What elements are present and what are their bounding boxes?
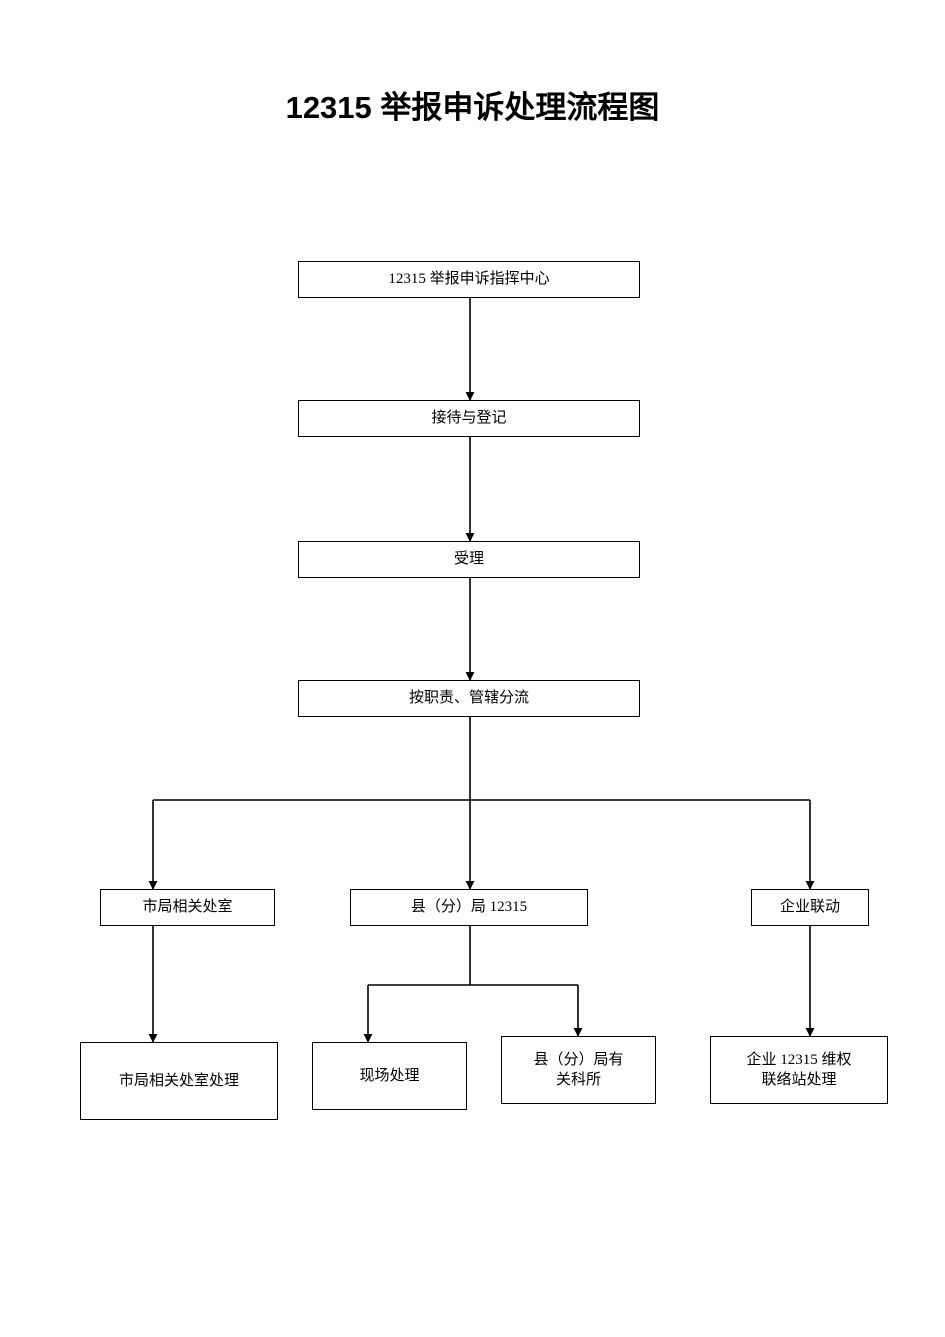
flow-node-n3: 受理: [298, 541, 640, 578]
flow-node-n1: 12315 举报申诉指挥中心: [298, 261, 640, 298]
flow-node-n9: 现场处理: [312, 1042, 467, 1110]
flow-node-n7: 企业联动: [751, 889, 869, 926]
flowchart-edges: [0, 0, 945, 1337]
flow-node-n10: 县（分）局有 关科所: [501, 1036, 656, 1104]
flow-node-n8: 市局相关处室处理: [80, 1042, 278, 1120]
flow-node-n11: 企业 12315 维权 联络站处理: [710, 1036, 888, 1104]
flow-node-n2: 接待与登记: [298, 400, 640, 437]
flowchart-page: 12315 举报申诉处理流程图 12315 举报申诉指挥中心接待与登记受理按职责…: [0, 0, 945, 1337]
page-title: 12315 举报申诉处理流程图: [0, 82, 945, 127]
flow-node-n4: 按职责、管辖分流: [298, 680, 640, 717]
flow-node-n5: 市局相关处室: [100, 889, 275, 926]
flow-node-n6: 县（分）局 12315: [350, 889, 588, 926]
